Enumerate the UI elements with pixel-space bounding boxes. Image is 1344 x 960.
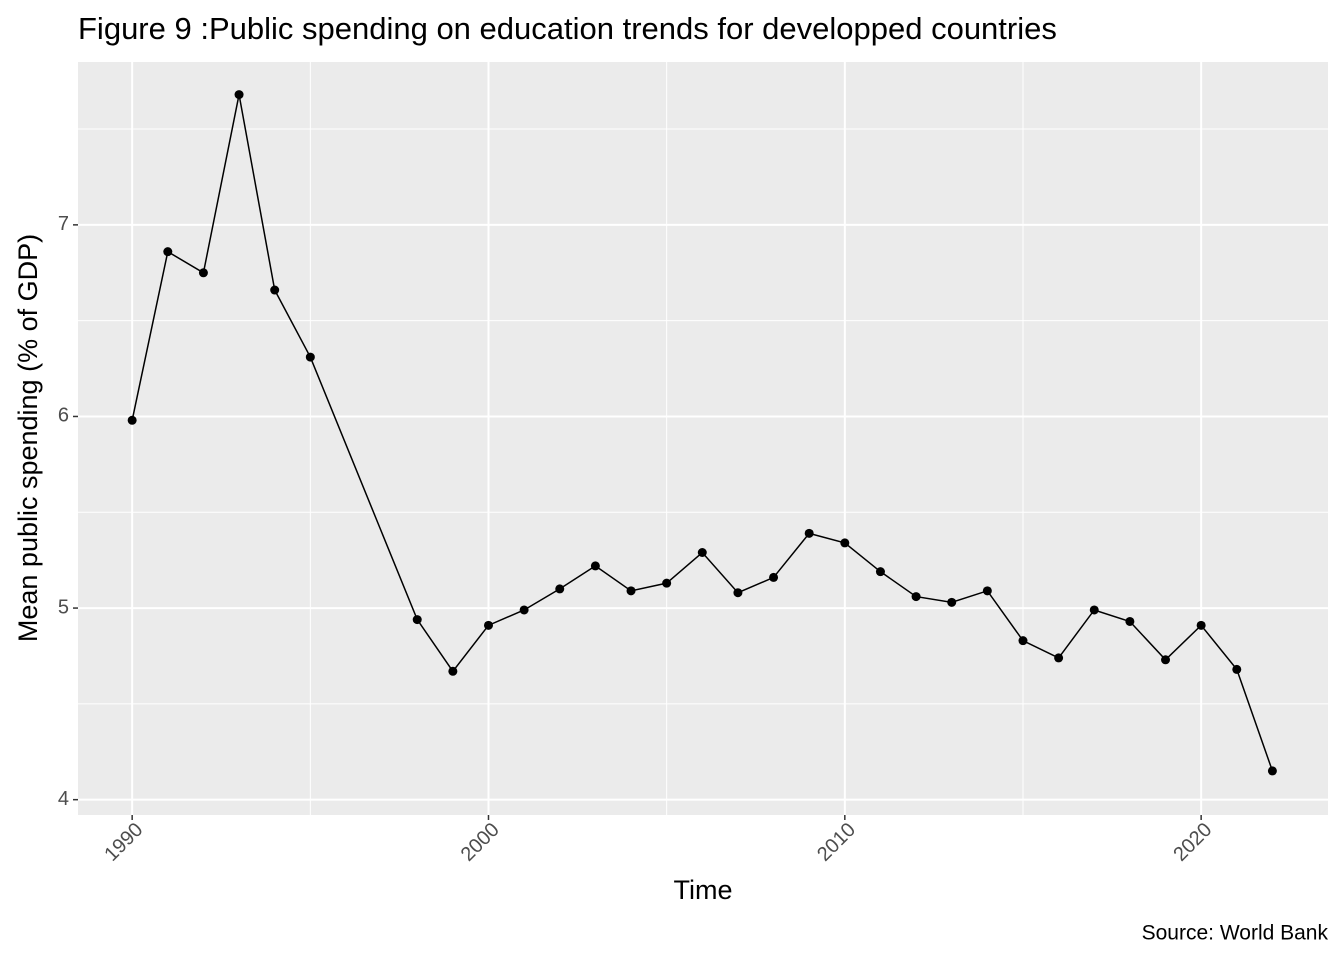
panel [78,62,1328,815]
point [875,567,885,577]
caption: Source: World Bank [1142,922,1329,945]
point [305,352,315,362]
point [769,572,779,582]
point [198,268,208,278]
grid: 4 5 6 7 1990 2000 2010 2020 [58,62,1328,866]
point [127,415,137,425]
point [626,586,636,596]
point [448,666,458,676]
point [270,285,280,295]
x-tick-label: 1990 [100,819,147,866]
marks [127,90,1277,776]
x-tick-label: 2020 [1169,819,1216,866]
point [1267,766,1277,776]
point [1161,655,1171,665]
point [412,615,422,625]
point [804,528,814,538]
point [1232,664,1242,674]
point [234,90,244,100]
point [519,605,529,615]
point [163,247,173,257]
y-tick-label: 7 [58,213,69,235]
y-tick-label: 4 [58,788,69,810]
point [733,588,743,598]
point [1018,636,1028,646]
y-axis-title: Mean public spending (% of GDP) [13,234,43,642]
point [590,561,600,571]
point [1089,605,1099,615]
point [982,586,992,596]
y-tick-label: 5 [58,596,69,618]
point [662,578,672,588]
point [1125,616,1135,626]
point [947,597,957,607]
x-tick-label: 2010 [813,819,860,866]
point [911,592,921,602]
point [840,538,850,548]
y-tick-label: 6 [58,405,69,427]
point [483,620,493,630]
point [697,548,707,558]
point [555,584,565,594]
chart-title: Figure 9 :Public spending on education t… [78,11,1057,46]
x-tick-label: 2000 [457,819,504,866]
x-axis-title: Time [674,875,733,905]
point [1196,620,1206,630]
point [1054,653,1064,663]
